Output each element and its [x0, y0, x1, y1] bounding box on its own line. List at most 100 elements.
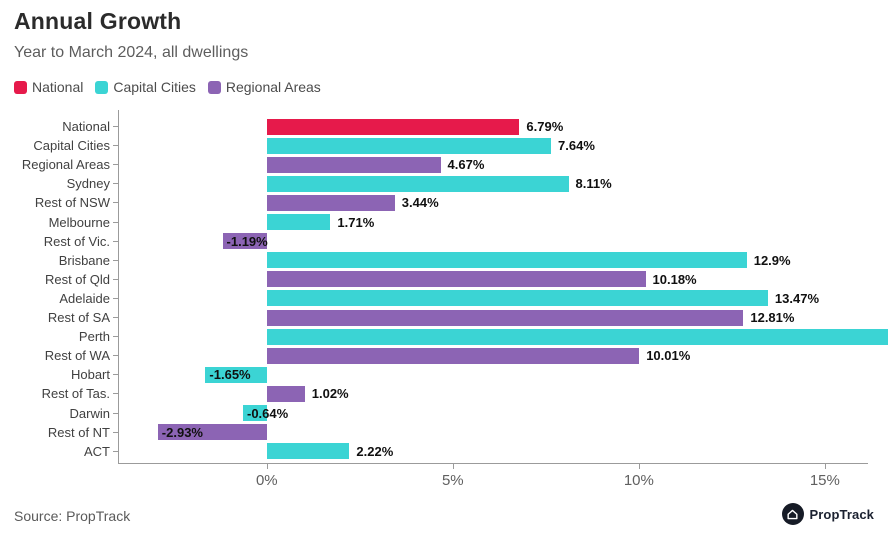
y-axis-tick	[113, 202, 118, 204]
bar-brisbane	[266, 252, 747, 269]
y-axis-tick	[113, 355, 118, 357]
bar-value-label: 1.02%	[311, 386, 349, 402]
category-label: Brisbane	[58, 252, 110, 268]
bar-rest-of-nsw	[266, 194, 395, 211]
bar-row-national: National 6.79%	[0, 117, 888, 136]
bar-value-label: 12.9%	[753, 252, 791, 268]
bar-row-capital-cities: Capital Cities 7.64%	[0, 136, 888, 155]
proptrack-logo-text: PropTrack	[809, 506, 874, 522]
bar-row-rest-of-nsw: Rest of NSW 3.44%	[0, 193, 888, 212]
category-label: Rest of Vic.	[43, 233, 110, 249]
y-axis-tick	[113, 374, 118, 376]
x-axis-tick	[638, 463, 640, 469]
bar-adelaide	[266, 290, 768, 307]
category-label: Adelaide	[59, 290, 110, 306]
bar-value-label: -1.65%	[209, 367, 251, 383]
x-axis-tick	[824, 463, 826, 469]
chart-legend: National Capital Cities Regional Areas	[14, 79, 321, 95]
category-label: Rest of SA	[47, 310, 110, 325]
legend-item-national: National	[14, 79, 83, 95]
bar-row-rest-of-qld: Rest of Qld 10.18%	[0, 270, 888, 289]
source-note: Source: PropTrack	[14, 508, 131, 524]
bar-value-label: 6.79%	[526, 119, 564, 134]
bar-row-darwin: Darwin -0.64%	[0, 404, 888, 423]
x-axis-tick-label: 10%	[623, 472, 654, 489]
bar-value-label: 10.18%	[652, 271, 697, 287]
y-axis-tick	[113, 278, 118, 280]
y-axis-tick	[113, 297, 118, 299]
bar-value-label: 8.11%	[575, 176, 612, 192]
category-label: Melbourne	[48, 214, 110, 230]
bar-row-rest-of-nt: Rest of NT -2.93%	[0, 423, 888, 442]
bar-value-label: 13.47%	[774, 290, 820, 306]
category-label: Hobart	[70, 367, 110, 383]
legend-swatch-capital-cities	[95, 80, 109, 94]
bar-sydney	[266, 175, 569, 192]
bar-value-label: 10.01%	[646, 348, 691, 364]
proptrack-logo: PropTrack	[781, 503, 875, 525]
bar-row-hobart: Hobart -1.65%	[0, 365, 888, 384]
category-label: Darwin	[69, 405, 110, 421]
bar-value-label: 3.44%	[401, 195, 439, 211]
legend-item-capital-cities: Capital Cities	[95, 79, 196, 95]
x-axis-tick	[266, 463, 268, 469]
y-axis-tick	[113, 164, 118, 166]
bar-chart: National 6.79% Capital Cities 7.64% Regional…	[0, 110, 888, 490]
bar-value-label: -1.19%	[226, 233, 268, 249]
x-axis-tick	[452, 463, 454, 469]
bar-darwin	[243, 405, 267, 421]
category-label: Rest of Tas.	[41, 386, 110, 402]
page-title: Annual Growth	[14, 8, 182, 34]
bar-rest-of-wa	[266, 347, 640, 364]
category-label: Sydney	[66, 176, 110, 192]
y-axis-tick	[113, 393, 118, 395]
category-label: Rest of Qld	[44, 271, 110, 287]
bar-rest-of-vic	[222, 233, 267, 250]
bar-regional-areas	[266, 156, 441, 173]
y-axis-tick	[113, 221, 118, 223]
category-label: National	[62, 119, 110, 134]
bar-row-adelaide: Adelaide 13.47%	[0, 289, 888, 308]
bar-value-label: -2.93%	[161, 424, 203, 440]
bar-national	[266, 118, 520, 135]
x-axis-tick-label: 15%	[809, 472, 840, 489]
y-axis-tick	[113, 336, 118, 338]
bar-value-label: 12.81%	[750, 310, 795, 325]
bar-value-label: 2.22%	[356, 443, 394, 459]
legend-item-regional-areas: Regional Areas	[207, 79, 321, 95]
y-axis-tick	[113, 183, 118, 185]
bar-perth	[266, 328, 888, 345]
bar-melbourne	[266, 214, 331, 230]
y-axis-tick	[113, 145, 118, 147]
category-label: Capital Cities	[33, 138, 110, 154]
category-label: Perth	[78, 329, 110, 345]
bar-row-rest-of-wa: Rest of WA 10.01%	[0, 346, 888, 365]
bar-row-act: ACT 2.22%	[0, 442, 888, 461]
legend-label: Capital Cities	[113, 79, 196, 95]
y-axis-tick	[113, 450, 118, 452]
legend-swatch-national	[14, 80, 27, 94]
bar-value-label: -0.64%	[247, 405, 289, 421]
legend-label: National	[32, 79, 84, 95]
bar-value-label: 4.67%	[447, 157, 485, 173]
category-label: Rest of NT	[47, 424, 110, 440]
bar-row-rest-of-vic: Rest of Vic. -1.19%	[0, 232, 888, 251]
bar-value-label: 7.64%	[558, 138, 595, 154]
category-label: Rest of WA	[44, 348, 110, 364]
x-axis-tick-label: 0%	[255, 472, 278, 489]
y-axis-tick	[113, 240, 118, 242]
x-axis-tick-label: 5%	[441, 472, 464, 489]
bar-capital-cities	[266, 137, 552, 154]
legend-label: Regional Areas	[225, 79, 321, 95]
category-label: ACT	[84, 443, 110, 459]
bar-row-regional-areas: Regional Areas 4.67%	[0, 155, 888, 174]
bar-row-perth: Perth	[0, 327, 888, 346]
bar-value-label: 1.71%	[337, 214, 375, 230]
y-axis-tick	[113, 412, 118, 414]
y-axis-tick	[113, 126, 118, 127]
bar-row-rest-of-tas: Rest of Tas. 1.02%	[0, 384, 888, 403]
bar-row-melbourne: Melbourne 1.71%	[0, 213, 888, 232]
chart-subtitle: Year to March 2024, all dwellings	[14, 44, 249, 61]
legend-swatch-regional-areas	[207, 80, 221, 94]
y-axis-tick	[113, 259, 118, 261]
